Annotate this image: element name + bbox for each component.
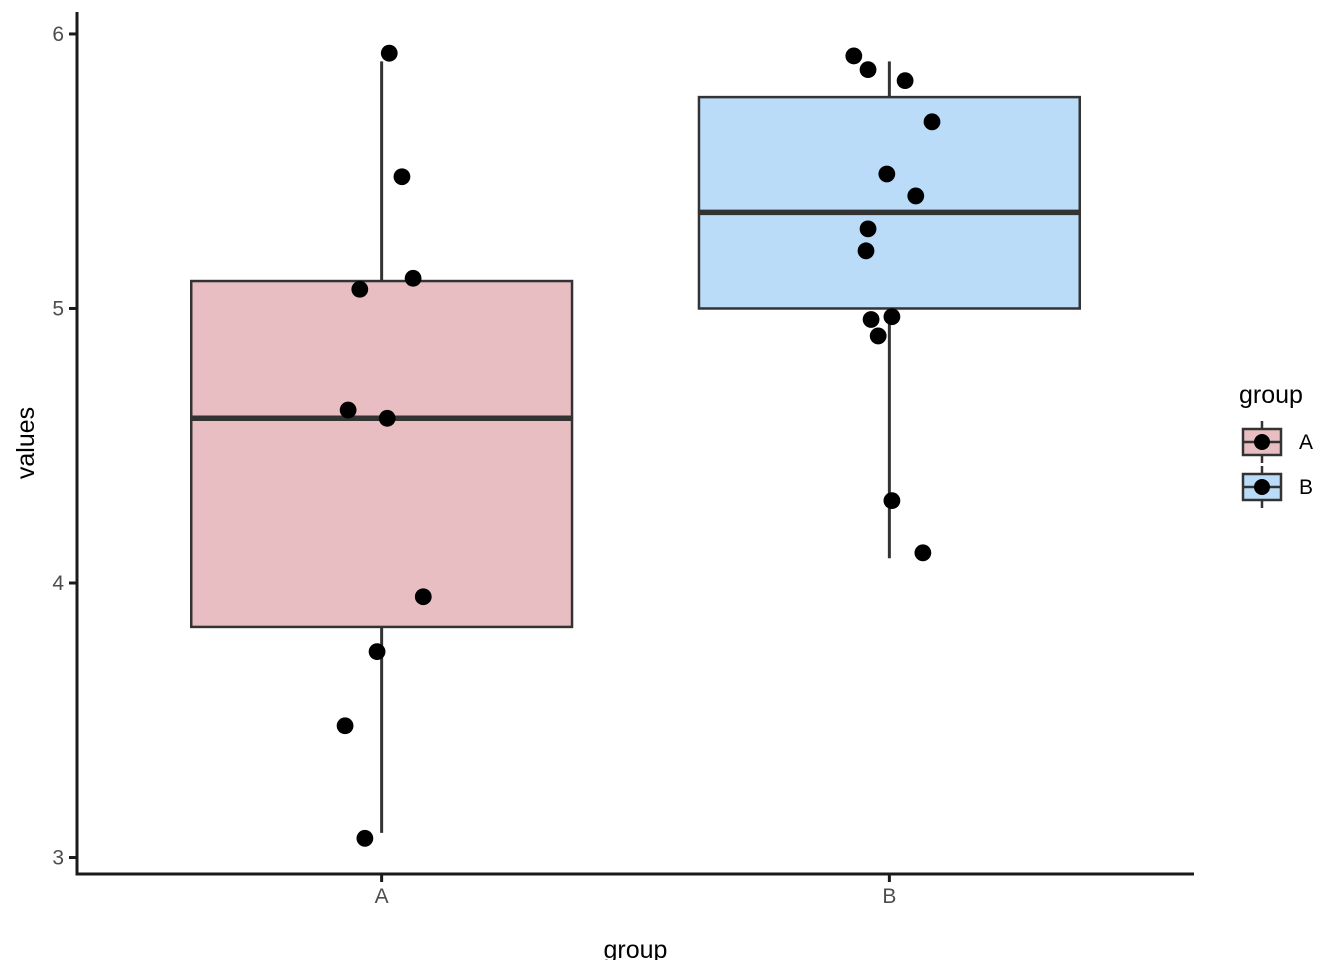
legend-label-A: A xyxy=(1299,431,1313,454)
jitter-point-A xyxy=(378,409,396,427)
jitter-point-A xyxy=(336,717,354,735)
y-tick-label-3: 3 xyxy=(52,847,64,870)
jitter-point-B xyxy=(857,242,875,260)
y-tick-label-6: 6 xyxy=(52,23,64,46)
jitter-point-B xyxy=(859,61,877,79)
jitter-point-A xyxy=(380,44,398,62)
jitter-point-A xyxy=(368,643,386,661)
legend-label-B: B xyxy=(1299,476,1313,499)
legend-key-point-A xyxy=(1254,434,1270,450)
jitter-point-B xyxy=(869,327,887,345)
jitter-point-B xyxy=(878,165,896,183)
jitter-point-B xyxy=(896,72,914,90)
legend-key-point-B xyxy=(1254,479,1270,495)
jitter-point-B xyxy=(862,311,880,328)
x-tick-label-A: A xyxy=(375,885,389,908)
jitter-point-A xyxy=(351,280,369,298)
jitter-point-B xyxy=(859,220,877,238)
jitter-point-B xyxy=(883,308,901,326)
x-tick-label-B: B xyxy=(882,885,896,908)
jitter-point-A xyxy=(339,401,357,419)
y-tick-label-5: 5 xyxy=(52,297,64,320)
box-B xyxy=(697,95,1082,310)
jitter-point-B xyxy=(923,113,941,131)
box-A xyxy=(189,279,574,629)
legend-title: group xyxy=(1239,381,1303,409)
y-tick-label-4: 4 xyxy=(52,572,64,595)
jitter-point-B xyxy=(845,47,863,65)
jitter-point-A xyxy=(414,588,432,606)
jitter-point-A xyxy=(356,829,374,847)
jitter-point-B xyxy=(907,187,925,205)
x-axis-title: group xyxy=(604,936,668,960)
jitter-point-B xyxy=(914,544,932,562)
y-axis-title: values xyxy=(12,407,40,479)
jitter-point-A xyxy=(393,168,411,186)
jitter-point-A xyxy=(404,269,422,287)
jitter-point-B xyxy=(883,492,901,510)
